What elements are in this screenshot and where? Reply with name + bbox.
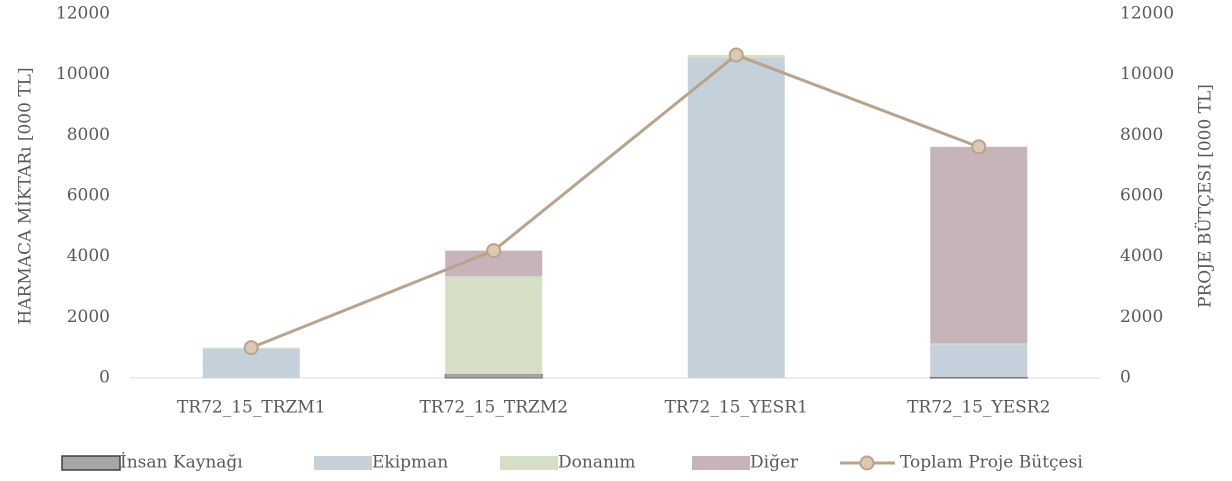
y2-tick-label: 8000 (1120, 125, 1163, 145)
bar (930, 146, 1028, 344)
legend-label: İnsan Kaynağı (120, 452, 243, 473)
y2-tick-label: 4000 (1120, 246, 1163, 266)
y2-tick-label: 6000 (1120, 186, 1163, 206)
bar (444, 373, 543, 379)
legend-swatch (500, 456, 558, 470)
line-marker (728, 47, 744, 63)
y2-tick-label: 2000 (1120, 307, 1163, 327)
legend-label: Toplam Proje Bütçesi (900, 453, 1083, 473)
y2-tick-label: 12000 (1120, 4, 1174, 24)
line-marker (243, 340, 259, 356)
bar (929, 376, 1028, 379)
x-tick-label: TR72_15_TRZM2 (419, 398, 568, 418)
bar (930, 343, 1028, 345)
x-tick-label: TR72_15_YESR2 (907, 398, 1050, 418)
y-tick-label: 4000 (67, 246, 110, 266)
line-marker (971, 139, 987, 155)
line-marker (486, 243, 502, 259)
legend-swatch (692, 456, 750, 470)
y2-axis-label: PROJE BÜTÇESI [000 TL] (1195, 84, 1216, 308)
y2-tick-label: 10000 (1120, 64, 1174, 84)
y-tick-label: 2000 (67, 307, 110, 327)
y-tick-label: 0 (99, 368, 110, 388)
y-tick-label: 10000 (56, 64, 110, 84)
bar (445, 276, 543, 375)
legend-swatch (314, 456, 372, 470)
legend-marker (859, 455, 875, 471)
y-tick-label: 8000 (67, 125, 110, 145)
x-tick-label: TR72_15_TRZM1 (177, 398, 326, 418)
bar (930, 344, 1028, 378)
y2-tick-label: 0 (1120, 368, 1131, 388)
legend-swatch (61, 455, 121, 471)
x-tick-label: TR72_15_YESR1 (665, 398, 808, 418)
line (250, 53, 980, 350)
legend-label: Donanım (558, 453, 635, 473)
y-tick-label: 12000 (56, 4, 110, 24)
y-tick-label: 6000 (67, 186, 110, 206)
bar (687, 57, 785, 378)
y-axis-label: HARMACA MİKTARı [000 TL] (15, 67, 36, 324)
legend-label: Ekipman (372, 453, 448, 473)
legend-label: Diğer (750, 453, 799, 473)
